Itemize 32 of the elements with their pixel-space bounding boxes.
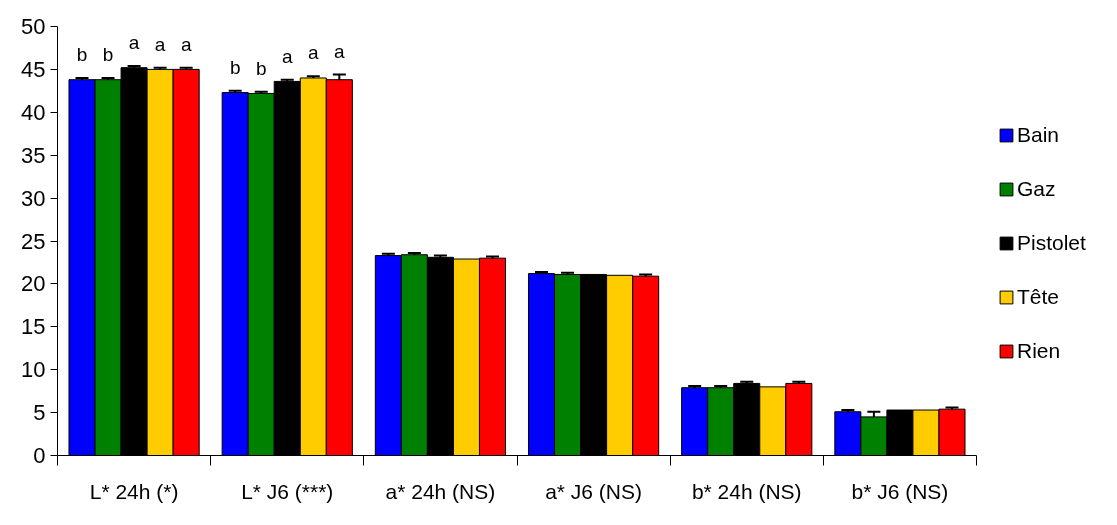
x-tick-label: L* J6 (***): [241, 479, 334, 503]
data-label: b: [102, 43, 114, 65]
y-tick-label: 20: [21, 271, 46, 297]
data-label: a: [128, 31, 140, 53]
data-label: b: [229, 56, 241, 78]
legend-label: Bain: [1017, 123, 1060, 147]
legend-label: Pistolet: [1017, 231, 1086, 255]
y-tick-label: 25: [21, 228, 46, 254]
data-label: b: [255, 57, 267, 79]
data-label: a: [180, 33, 192, 55]
y-tick-label: 30: [21, 185, 46, 211]
y-tick-label: 15: [21, 314, 46, 340]
y-tick-label: 35: [21, 142, 46, 168]
x-tick-label: b* 24h (NS): [691, 479, 802, 503]
y-tick-label: 45: [21, 56, 46, 82]
legend-label: Tête: [1017, 285, 1060, 309]
y-tick-label: 5: [33, 400, 46, 426]
data-label: b: [76, 43, 88, 65]
x-tick-label: a* J6 (NS): [545, 479, 643, 503]
legend-label: Gaz: [1017, 177, 1056, 201]
data-label: a: [154, 33, 166, 55]
data-label: a: [334, 40, 346, 62]
x-tick-label: b* J6 (NS): [851, 479, 949, 503]
data-label: a: [308, 42, 319, 64]
y-tick-label: 0: [33, 443, 46, 468]
legend-label: Rien: [1017, 339, 1061, 363]
x-tick-label: a* 24h (NS): [385, 479, 496, 503]
y-tick-label: 40: [21, 99, 46, 125]
y-tick-label: 10: [21, 357, 46, 383]
x-tick-label: L* 24h (*): [89, 479, 179, 503]
data-label: a: [281, 45, 293, 67]
y-tick-label: 50: [21, 14, 46, 39]
